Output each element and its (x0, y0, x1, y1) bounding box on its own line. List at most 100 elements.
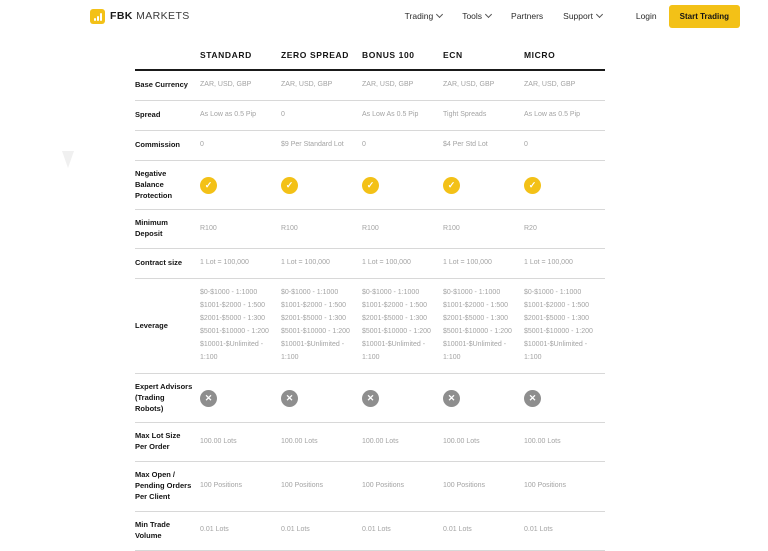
main-nav: Trading Tools Partners Support (404, 10, 603, 21)
table-cell: $9 Per Standard Lot (281, 140, 344, 148)
row-label: Spread (135, 109, 161, 119)
brand-logo[interactable]: FBK MARKETS (90, 8, 190, 24)
status-cell: ✕ (362, 389, 443, 407)
auth-actions: Login Start Trading (635, 4, 740, 28)
table-cell: ZAR, USD, GBP (362, 81, 414, 88)
table-cell: 0 (524, 140, 528, 148)
table-cell: 100.00 Lots (200, 437, 237, 445)
table-cell: R100 (443, 224, 460, 232)
table-cell: 100.00 Lots (524, 437, 561, 445)
nav-item-label: Partners (511, 11, 544, 21)
table-row: Leverage $0-$1000 - 1:1000 $1001-$2000 - … (135, 279, 605, 374)
cross-icon: ✕ (443, 389, 460, 407)
table-cell: ZAR, USD, GBP (524, 81, 576, 88)
nav-item-label: Support (563, 11, 593, 21)
table-cell: 0 (200, 140, 204, 148)
table-cell: 100 Positions (524, 481, 567, 489)
brand-name: FBK MARKETS (110, 10, 190, 22)
table-cell: As Low As 0.5 Pip (362, 110, 419, 118)
table-row: Commission 0 $9 Per Standard Lot 0 $4 Per St… (135, 131, 605, 161)
table-cell: 1 Lot = 100,000 (281, 259, 330, 267)
table-cell: 1 Lot = 100,000 (200, 259, 249, 267)
status-cell: ✓ (281, 176, 362, 194)
table-cell: 100 Positions (281, 481, 324, 489)
table-cell: 100.00 Lots (443, 437, 480, 445)
table-cell: $0-$1000 - 1:1000 $1001-$2000 - 1:500 $2… (362, 289, 431, 361)
login-link[interactable]: Login (635, 11, 657, 21)
table-header-row: STANDARD ZERO SPREAD BONUS 100 ECN MICRO (135, 50, 605, 71)
check-icon: ✓ (200, 176, 217, 194)
column-header-ecn: ECN (443, 50, 463, 60)
column-header-bonus-100: BONUS 100 (362, 50, 415, 60)
cross-icon: ✕ (524, 389, 541, 407)
table-cell: $0-$1000 - 1:1000 $1001-$2000 - 1:500 $2… (443, 289, 512, 361)
cross-icon: ✕ (362, 389, 379, 407)
table-cell: R20 (524, 224, 537, 232)
table-row: Negative Balance Protection ✓ ✓ ✓ ✓ ✓ (135, 161, 605, 211)
table-cell: $0-$1000 - 1:1000 $1001-$2000 - 1:500 $2… (524, 289, 593, 361)
table-cell: R100 (200, 224, 217, 232)
start-trading-button[interactable]: Start Trading (668, 4, 740, 28)
row-label: Min Trade Volume (135, 519, 171, 540)
table-cell: 0.01 Lots (443, 526, 472, 534)
table-cell: 1 Lot = 100,000 (443, 259, 492, 267)
chevron-down-icon (484, 10, 493, 19)
logo-bar-chart-icon (90, 8, 105, 24)
status-cell: ✓ (443, 176, 524, 194)
table-cell: 100.00 Lots (362, 437, 399, 445)
brand-name-light: MARKETS (136, 10, 190, 22)
status-cell: ✕ (443, 389, 524, 407)
nav-item-partners[interactable]: Partners (511, 11, 543, 21)
table-cell: R100 (362, 224, 379, 232)
row-label: Max Lot Size Per Order (135, 431, 181, 452)
table-cell: 1 Lot = 100,000 (362, 259, 411, 267)
check-icon: ✓ (443, 176, 460, 194)
status-cell: ✓ (362, 176, 443, 194)
row-label: Negative Balance Protection (135, 168, 173, 200)
table-row: Min Trade Volume 0.01 Lots 0.01 Lots 0.01 L… (135, 512, 605, 551)
table-cell: 0.01 Lots (281, 526, 310, 534)
table-cell: 100 Positions (362, 481, 405, 489)
table-row: Max Open / Pending Orders Per Client 100 … (135, 462, 605, 512)
check-icon: ✓ (362, 176, 379, 194)
row-label: Contract size (135, 258, 183, 268)
table-cell: ZAR, USD, GBP (200, 81, 252, 88)
row-label: Base Currency (135, 80, 188, 90)
status-cell: ✕ (200, 389, 281, 407)
top-navigation-bar: FBK MARKETS Trading Tools Partners Support … (0, 0, 768, 32)
table-row: Spread As Low as 0.5 Pip 0 As Low As 0.5 Pi… (135, 101, 605, 131)
table-cell: 100 Positions (443, 481, 486, 489)
table-cell: $4 Per Std Lot (443, 140, 488, 148)
row-label-column-header (135, 50, 200, 60)
table-cell: 100.00 Lots (281, 437, 318, 445)
nav-item-trading[interactable]: Trading (404, 10, 444, 21)
nav-item-label: Trading (404, 11, 434, 21)
table-cell: 0 (281, 110, 285, 118)
table-cell: 100 Positions (200, 481, 243, 489)
table-cell: 0.01 Lots (200, 526, 229, 534)
column-header-zero-spread: ZERO SPREAD (281, 50, 349, 60)
scroll-hint-arrow-icon (62, 151, 74, 168)
check-icon: ✓ (281, 176, 298, 194)
table-cell: R100 (281, 224, 298, 232)
status-cell: ✓ (524, 176, 605, 194)
table-cell: ZAR, USD, GBP (443, 81, 495, 88)
cross-icon: ✕ (281, 389, 298, 407)
status-cell: ✓ (200, 176, 281, 194)
nav-item-tools[interactable]: Tools (462, 10, 493, 21)
account-comparison-table: STANDARD ZERO SPREAD BONUS 100 ECN MICRO Bas… (135, 50, 605, 551)
column-header-standard: STANDARD (200, 50, 252, 60)
chevron-down-icon (595, 10, 603, 19)
table-row: Minimum Deposit R100 R100 R100 R100 R20 (135, 210, 605, 250)
nav-item-support[interactable]: Support (563, 10, 603, 21)
table-cell: 0 (362, 140, 366, 148)
table-cell: $0-$1000 - 1:1000 $1001-$2000 - 1:500 $2… (281, 289, 350, 361)
check-icon: ✓ (524, 176, 541, 194)
table-row: Base Currency ZAR, USD, GBP ZAR, USD, GBP Z… (135, 71, 605, 101)
table-cell: ZAR, USD, GBP (281, 81, 333, 88)
row-label: Max Open / Pending Orders Per Client (135, 470, 192, 501)
brand-name-bold: FBK (110, 10, 133, 22)
row-label: Commission (135, 139, 181, 149)
status-cell: ✕ (524, 389, 605, 407)
row-label: Leverage (135, 320, 168, 330)
